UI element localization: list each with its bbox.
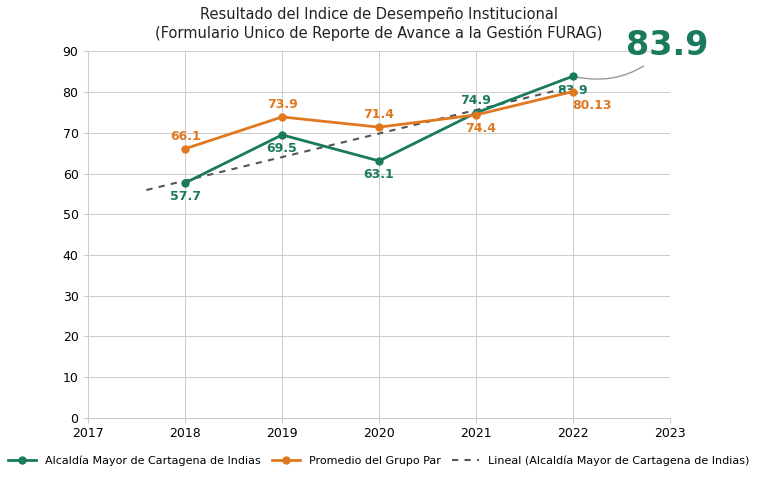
Text: 74.4: 74.4	[465, 122, 496, 135]
Legend: Alcaldía Mayor de Cartagena de Indias, Promedio del Grupo Par, Lineal (Alcaldía : Alcaldía Mayor de Cartagena de Indias, P…	[4, 451, 754, 471]
Line: Alcaldía Mayor de Cartagena de Indias: Alcaldía Mayor de Cartagena de Indias	[182, 73, 576, 186]
Alcaldía Mayor de Cartagena de Indias	[374, 158, 384, 164]
Lineal (Alcaldía Mayor de Cartagena de Indias)	[142, 187, 151, 193]
Promedio del Grupo Par	[471, 112, 481, 118]
Alcaldía Mayor de Cartagena de Indias	[471, 110, 481, 116]
Text: 74.9: 74.9	[460, 94, 491, 107]
Lineal (Alcaldía Mayor de Cartagena de Indias)	[532, 92, 541, 98]
Text: 63.1: 63.1	[364, 168, 394, 181]
Alcaldía Mayor de Cartagena de Indias	[568, 74, 578, 79]
Text: 57.7: 57.7	[170, 190, 201, 203]
Line: Promedio del Grupo Par: Promedio del Grupo Par	[182, 88, 576, 152]
Text: 80.13: 80.13	[572, 99, 612, 112]
Promedio del Grupo Par	[277, 114, 287, 120]
Text: 73.9: 73.9	[267, 98, 297, 111]
Lineal (Alcaldía Mayor de Cartagena de Indias)	[221, 168, 230, 174]
Text: 83.9: 83.9	[557, 84, 588, 97]
Alcaldía Mayor de Cartagena de Indias	[277, 132, 287, 138]
Lineal (Alcaldía Mayor de Cartagena de Indias)	[547, 89, 556, 95]
Text: 71.4: 71.4	[364, 108, 394, 121]
Text: 83.9: 83.9	[575, 29, 709, 79]
Promedio del Grupo Par	[568, 89, 578, 95]
Lineal (Alcaldía Mayor de Cartagena de Indias)	[568, 84, 578, 89]
Lineal (Alcaldía Mayor de Cartagena de Indias)	[255, 160, 265, 165]
Lineal (Alcaldía Mayor de Cartagena de Indias)	[159, 183, 168, 189]
Lineal (Alcaldía Mayor de Cartagena de Indias)	[168, 181, 177, 186]
Title: Resultado del Indice de Desempeño Institucional
(Formulario Unico de Reporte de : Resultado del Indice de Desempeño Instit…	[155, 7, 603, 41]
Text: 69.5: 69.5	[267, 142, 297, 155]
Promedio del Grupo Par	[180, 146, 190, 152]
Line: Lineal (Alcaldía Mayor de Cartagena de Indias): Lineal (Alcaldía Mayor de Cartagena de I…	[146, 87, 573, 190]
Text: 66.1: 66.1	[170, 130, 201, 142]
Promedio del Grupo Par	[374, 124, 384, 130]
Alcaldía Mayor de Cartagena de Indias	[180, 180, 190, 186]
